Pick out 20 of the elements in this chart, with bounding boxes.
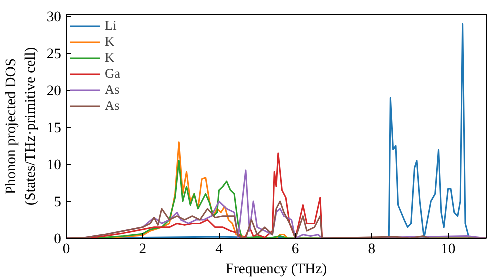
y-axis-title: Phonon projected DOS (States/THz·primitive cell) bbox=[4, 47, 39, 206]
x-tick-label: 8 bbox=[368, 242, 376, 258]
legend-label: Ga bbox=[105, 66, 122, 82]
legend-label: K bbox=[105, 34, 116, 50]
legend-label: K bbox=[105, 50, 116, 66]
y-tick-label: 20 bbox=[46, 84, 62, 100]
x-axis-title: Frequency (THz) bbox=[226, 262, 328, 278]
y-tick-label: 0 bbox=[54, 232, 62, 248]
y-tick-label: 10 bbox=[46, 158, 62, 174]
x-tick-label: 4 bbox=[216, 242, 224, 258]
legend-label: As bbox=[105, 98, 121, 114]
y-tick-label: 25 bbox=[46, 46, 62, 63]
legend-label: As bbox=[105, 82, 121, 98]
x-tick-label: 2 bbox=[139, 242, 147, 258]
y-tick-label: 5 bbox=[54, 194, 62, 211]
x-tick-label: 10 bbox=[440, 242, 456, 258]
y-tick-label: 30 bbox=[46, 10, 62, 26]
x-tick-label: 6 bbox=[292, 242, 300, 258]
legend-label: Li bbox=[105, 18, 118, 34]
y-tick-label: 15 bbox=[46, 120, 62, 137]
